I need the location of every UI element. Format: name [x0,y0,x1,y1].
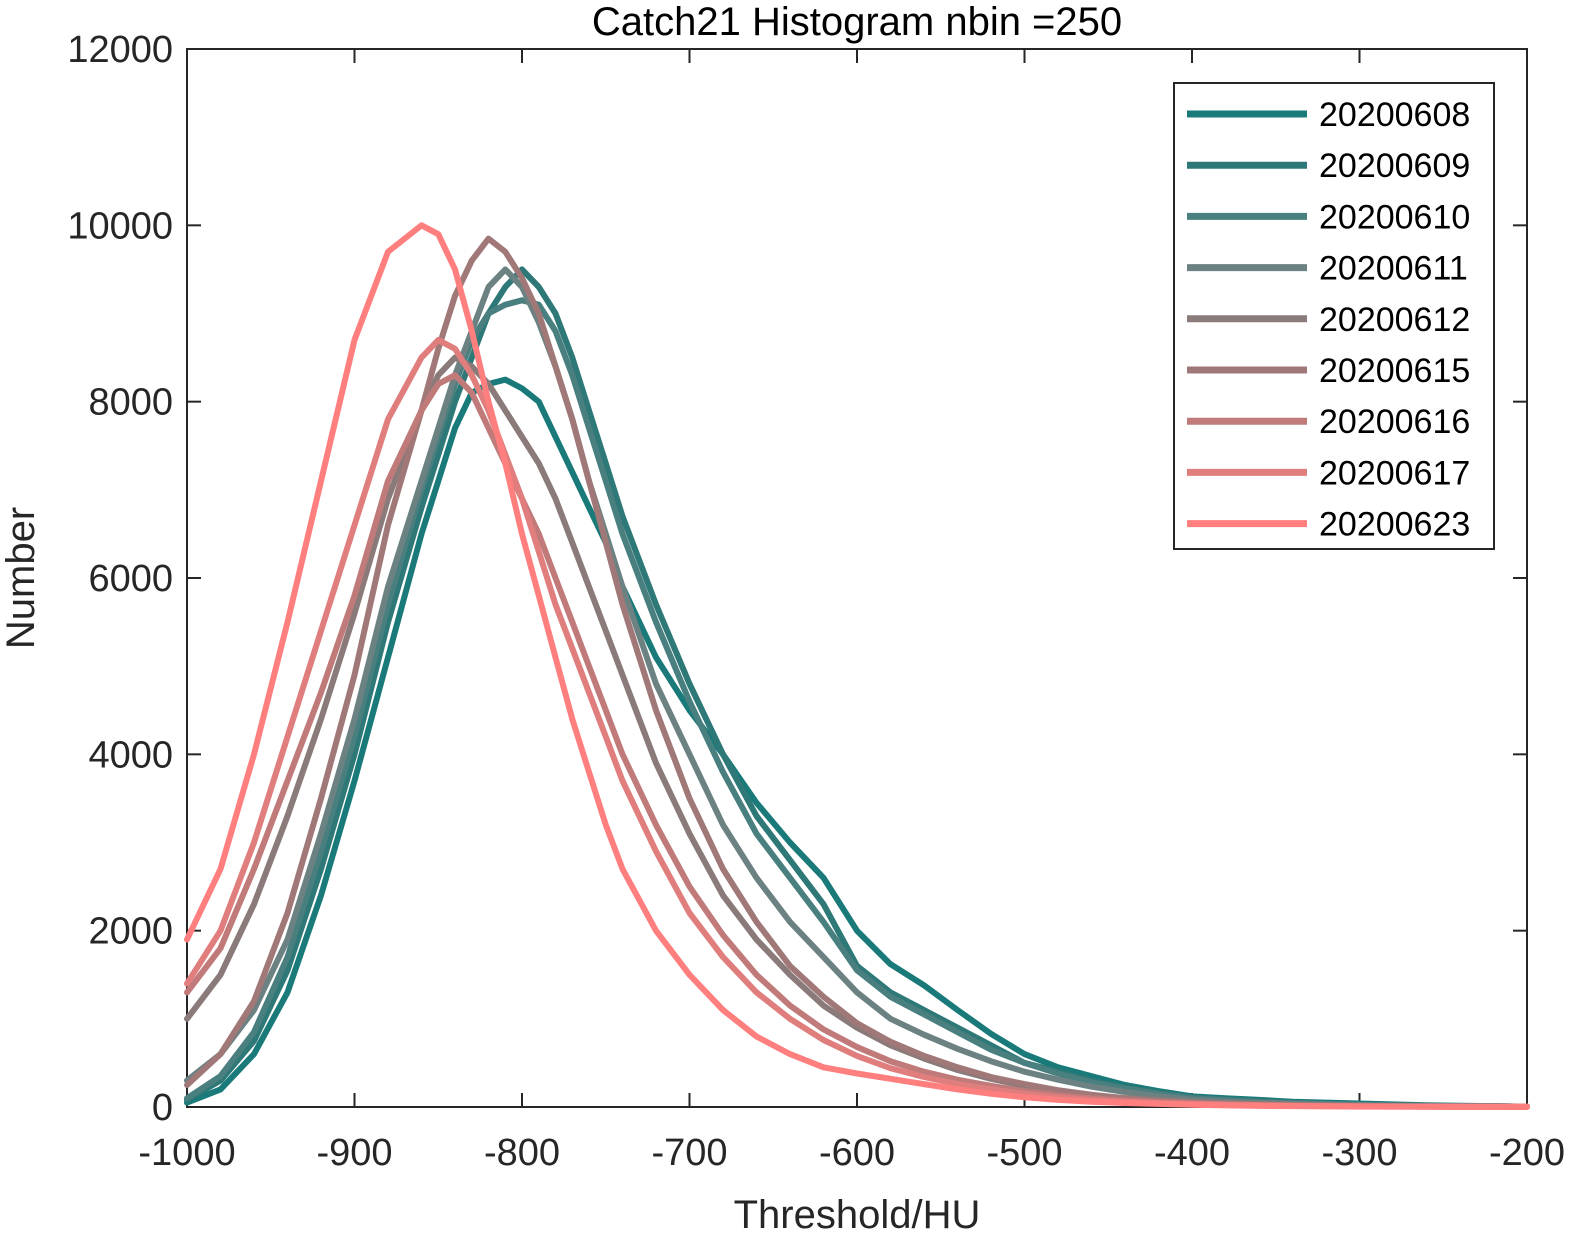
axis-tick-labels: -1000 -900 -800 -700 -600 -500 -400 -300 -200 0 20… [67,29,1565,1174]
y-tick-label-3: 6000 [88,558,173,600]
x-tick-label-5: -500 [986,1132,1062,1174]
x-tick-label-2: -800 [484,1132,560,1174]
legend-label-20200615: 20200615 [1319,352,1470,390]
chart-title: Catch21 Histogram nbin =250 [592,0,1122,44]
series-lines [184,222,1530,1110]
y-tick-label-1: 2000 [88,911,173,953]
legend-label-20200608: 20200608 [1319,96,1470,134]
x-tick-label-8: -200 [1489,1132,1565,1174]
series-line-20200623 [184,222,1530,1110]
x-tick-label-3: -700 [651,1132,727,1174]
y-tick-label-0: 0 [152,1087,173,1129]
legend-label-20200612: 20200612 [1319,301,1470,339]
y-tick-label-5: 10000 [67,205,173,247]
x-tick-label-0: -1000 [138,1132,235,1174]
legend-label-20200616: 20200616 [1319,403,1470,441]
x-tick-label-6: -400 [1154,1132,1230,1174]
x-tick-label-7: -300 [1321,1132,1397,1174]
x-axis-title: Threshold/HU [734,1193,981,1237]
legend-label-20200611: 20200611 [1319,250,1468,288]
y-tick-label-4: 8000 [88,382,173,424]
y-tick-label-2: 4000 [88,734,173,776]
legend-label-20200610: 20200610 [1319,198,1470,236]
legend-label-20200617: 20200617 [1319,454,1470,492]
y-axis-title: Number [0,507,43,649]
legend-label-20200609: 20200609 [1319,147,1470,185]
legend-label-20200623: 20200623 [1319,506,1470,544]
y-tick-label-6: 12000 [67,29,173,71]
x-tick-label-4: -600 [819,1132,895,1174]
legend: 20200608 20200609 20200610 20200611 20200612… [1173,82,1495,550]
x-tick-label-1: -900 [316,1132,392,1174]
